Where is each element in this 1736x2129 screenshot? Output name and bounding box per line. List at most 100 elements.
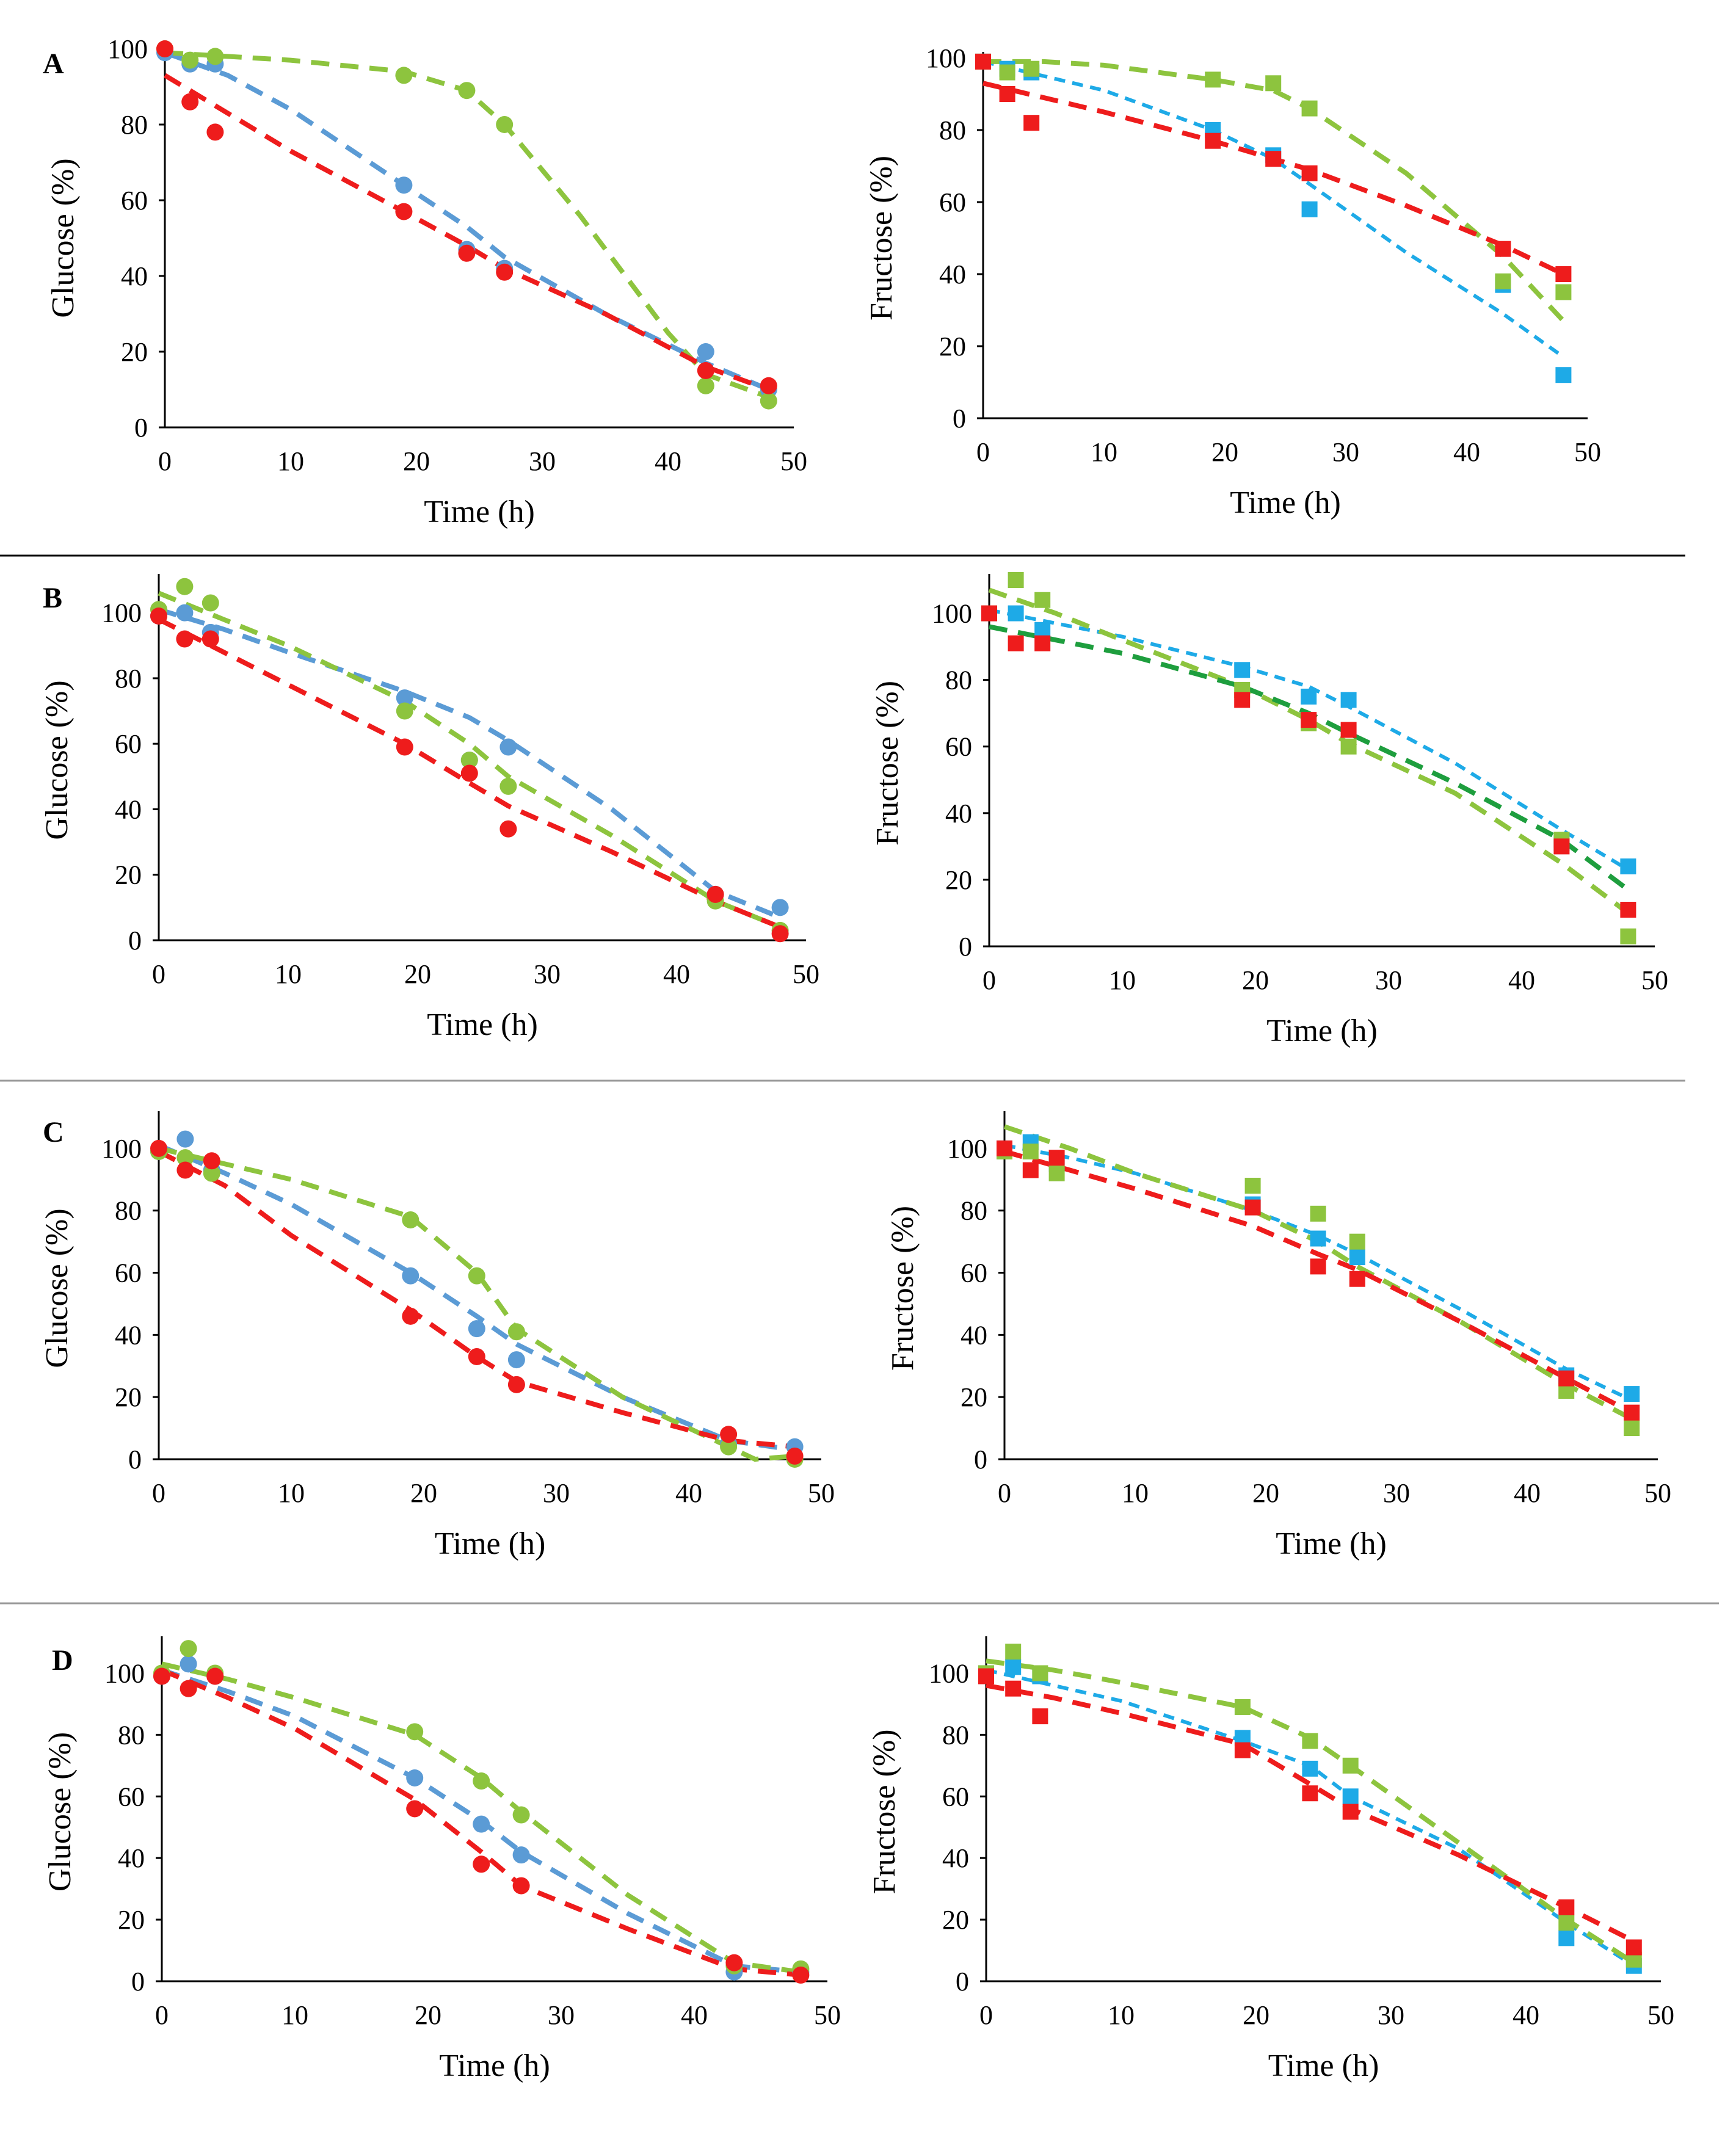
y-axis-title: Fructose (%)	[870, 681, 905, 846]
data-point-green	[458, 82, 476, 100]
x-tick-label: 50	[808, 1478, 835, 1508]
data-point-green	[1495, 273, 1511, 289]
data-point-red	[1553, 838, 1570, 855]
x-tick-label: 40	[655, 446, 681, 476]
trend-line-blue	[158, 607, 782, 920]
data-point-blue	[180, 1655, 197, 1673]
x-tick-label: 10	[1091, 437, 1117, 467]
data-point-blue	[1301, 201, 1318, 217]
x-tick-label: 10	[281, 2000, 308, 2030]
data-point-red	[499, 820, 517, 838]
data-point-red	[1301, 165, 1318, 181]
data-point-red	[181, 93, 199, 111]
x-tick-label: 10	[1122, 1478, 1149, 1508]
trend-line-dark-green	[989, 624, 1630, 892]
data-point-red	[1302, 1785, 1318, 1802]
data-point-red	[1234, 1742, 1251, 1758]
data-point-red	[1624, 1404, 1640, 1421]
chart-C_glucose: 0 20 40 60 80 100 0 10 20 30 40 50 Time (h) Glucose (…	[40, 1111, 835, 1561]
data-point-red	[176, 1161, 194, 1179]
data-point-red	[206, 1667, 224, 1685]
data-point-green	[697, 377, 714, 394]
x-tick-label: 40	[663, 959, 690, 989]
data-point-red	[720, 1426, 738, 1443]
data-point-red	[150, 608, 167, 625]
data-point-red	[1265, 151, 1282, 167]
data-point-green	[1558, 1915, 1575, 1931]
data-point-green	[176, 578, 194, 595]
y-tick-label: 60	[118, 1782, 145, 1812]
trend-line-blue	[989, 608, 1629, 872]
y-tick-label: 0	[956, 1967, 969, 1997]
chart-D_glucose: 0 20 40 60 80 100 0 10 20 30 40 50 Time (h) Glucose (…	[43, 1636, 841, 2083]
data-point-red	[975, 53, 991, 70]
data-point-blue	[1558, 1930, 1575, 1946]
data-point-red	[496, 263, 514, 281]
data-point-red	[1310, 1258, 1326, 1275]
data-point-red	[202, 630, 219, 648]
x-tick-label: 10	[277, 446, 304, 476]
y-axis-title: Fructose (%)	[864, 156, 899, 321]
x-tick-label: 0	[998, 1478, 1011, 1508]
data-point-green	[402, 1211, 419, 1228]
data-point-green	[999, 64, 1015, 81]
x-tick-label: 50	[1574, 437, 1601, 467]
data-point-green	[1034, 592, 1051, 608]
x-tick-label: 50	[793, 959, 819, 989]
trend-line-red	[161, 1667, 801, 1978]
data-point-blue	[402, 1267, 419, 1285]
x-tick-label: 20	[404, 959, 431, 989]
trend-line-red	[158, 617, 782, 930]
x-tick-label: 50	[1641, 965, 1668, 995]
trend-line-green	[988, 587, 1630, 915]
data-point-red	[395, 203, 413, 220]
x-axis-title: Time (h)	[427, 1007, 538, 1042]
data-point-green	[499, 777, 517, 795]
x-tick-label: 0	[152, 959, 165, 989]
y-tick-label: 0	[974, 1445, 987, 1474]
y-tick-label: 80	[939, 115, 966, 145]
data-point-red	[1008, 635, 1024, 651]
data-point-red	[1023, 115, 1040, 131]
data-point-red	[1301, 712, 1317, 728]
trend-line-blue	[986, 1668, 1635, 1968]
x-tick-label: 10	[1108, 2000, 1135, 2030]
y-tick-label: 20	[118, 1905, 145, 1935]
y-tick-label: 100	[929, 1658, 969, 1688]
x-tick-label: 0	[152, 1478, 165, 1508]
y-tick-label: 80	[945, 666, 972, 695]
data-point-green	[206, 48, 224, 65]
chart-B_glucose: 0 20 40 60 80 100 0 10 20 30 40 50 Time (h) Glucose (…	[40, 574, 819, 1042]
trend-line-blue	[1004, 1143, 1633, 1402]
x-tick-label: 30	[1332, 437, 1359, 467]
data-point-red	[1342, 1804, 1359, 1820]
y-tick-label: 40	[115, 1320, 142, 1350]
data-point-green	[1349, 1233, 1365, 1250]
x-tick-label: 20	[415, 2000, 441, 2030]
y-tick-label: 100	[101, 598, 142, 628]
data-point-green	[1005, 1644, 1022, 1660]
data-point-green	[1048, 1165, 1065, 1181]
x-tick-label: 30	[1375, 965, 1402, 995]
trend-line-red	[158, 1149, 795, 1449]
x-tick-label: 40	[1453, 437, 1480, 467]
data-point-green	[1022, 1144, 1039, 1159]
data-point-red	[760, 377, 777, 394]
data-point-red	[1495, 241, 1511, 257]
x-tick-label: 0	[158, 446, 172, 476]
x-tick-label: 20	[403, 446, 430, 476]
x-tick-label: 30	[543, 1478, 570, 1508]
data-point-blue	[1620, 858, 1636, 875]
y-tick-label: 0	[131, 1967, 145, 1997]
data-point-red	[176, 630, 194, 648]
data-point-green	[1624, 1420, 1640, 1437]
trend-line-green	[164, 50, 770, 400]
data-point-red	[997, 1140, 1012, 1156]
data-point-green	[460, 752, 478, 769]
chart-B_fructose: 0 20 40 60 80 100 0 10 20 30 40 50 Time (h) Fructose …	[870, 572, 1668, 1048]
data-point-green	[1620, 928, 1636, 945]
data-point-blue	[771, 899, 789, 916]
x-tick-label: 0	[979, 2000, 993, 2030]
x-axis-title: Time (h)	[435, 1526, 546, 1561]
